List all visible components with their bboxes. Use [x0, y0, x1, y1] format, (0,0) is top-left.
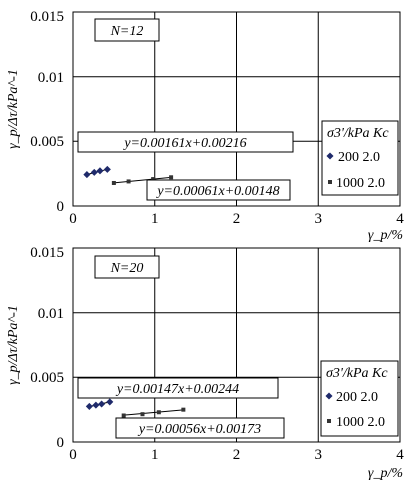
y-tick-label: 0.015 — [30, 9, 64, 25]
legend-marker-diamond — [325, 392, 333, 400]
y-tick-label: 0.015 — [30, 245, 64, 261]
legend-entry: 1000 2.0 — [336, 176, 385, 191]
data-point — [126, 179, 131, 184]
fit-equation-label: y=0.00147x+0.00244 — [115, 382, 239, 397]
fit-eq-box-2 — [115, 417, 285, 439]
fit-equation-label: y=0.00161x+0.00216 — [122, 136, 246, 151]
x-tick-label: 1 — [151, 447, 159, 463]
legend-marker-diamond — [326, 152, 334, 160]
panel-label: N=12 — [110, 24, 144, 39]
legend-marker-square — [327, 419, 331, 423]
data-point — [96, 167, 104, 175]
fit-line — [123, 409, 184, 416]
data-point — [92, 401, 100, 409]
fit-eq-box-2 — [146, 179, 291, 201]
legend-marker-square — [328, 180, 332, 184]
fit-eq-box-1 — [77, 377, 279, 399]
x-tick-label: 1 — [151, 211, 159, 227]
data-point — [103, 165, 111, 173]
legend-header: σ3'/kPa Kc — [326, 366, 388, 381]
data-point — [90, 168, 98, 176]
legend-box — [321, 120, 399, 196]
y-axis-label: γ_p/Δτ/kPa^-1 — [6, 305, 21, 385]
x-tick-label: 0 — [69, 447, 77, 463]
legend-entry: 1000 2.0 — [336, 415, 385, 430]
data-point — [83, 171, 91, 179]
data-point — [98, 400, 106, 408]
legend-entry: 200 2.0 — [338, 150, 380, 165]
series-marks — [83, 165, 174, 185]
x-tick-label: 3 — [315, 447, 323, 463]
legend-header: σ3'/kPa Kc — [327, 126, 389, 141]
panel-n20: 0.015 0.01 0.005 0 0 1 2 3 4 γ_p/% γ_p/Δ… — [6, 245, 404, 481]
data-point — [111, 180, 116, 185]
y-axis-label: γ_p/Δτ/kPa^-1 — [6, 69, 21, 149]
data-point — [106, 398, 114, 406]
y-tick-label: 0 — [57, 435, 65, 451]
x-tick-label: 2 — [233, 447, 241, 463]
data-point — [121, 413, 126, 418]
legend-box — [320, 360, 399, 437]
panel-label-box — [94, 18, 160, 42]
legend-entry: 200 2.0 — [336, 390, 378, 405]
y-tick-label: 0.01 — [38, 306, 64, 322]
data-point — [156, 410, 161, 415]
panel-label-box — [94, 255, 160, 279]
x-tick-label: 2 — [233, 211, 241, 227]
y-tick-label: 0 — [57, 199, 65, 215]
data-point — [169, 175, 174, 180]
y-tick-label: 0.005 — [30, 134, 64, 150]
fit-line — [113, 176, 172, 184]
x-tick-label: 0 — [69, 211, 77, 227]
x-tick-label: 3 — [315, 211, 323, 227]
data-point — [181, 407, 186, 412]
data-point — [85, 402, 93, 410]
fit-equation-label: y=0.00061x+0.00148 — [155, 184, 279, 199]
x-axis-label: γ_p/% — [368, 228, 403, 243]
panel-n12: 0.015 0.01 0.005 0 0 1 2 3 4 γ_p/% γ_p/Δ… — [6, 9, 404, 243]
fit-eq-box-1 — [77, 131, 294, 153]
x-tick-label: 4 — [396, 447, 404, 463]
x-tick-label: 4 — [396, 211, 404, 227]
panel-label: N=20 — [110, 261, 144, 276]
data-point — [151, 177, 156, 182]
x-axis-label: γ_p/% — [368, 466, 403, 481]
y-tick-label: 0.01 — [38, 70, 64, 86]
series-marks — [85, 398, 186, 418]
data-point — [140, 412, 145, 417]
y-tick-label: 0.005 — [30, 370, 64, 386]
fit-equation-label: y=0.00056x+0.00173 — [137, 422, 261, 437]
